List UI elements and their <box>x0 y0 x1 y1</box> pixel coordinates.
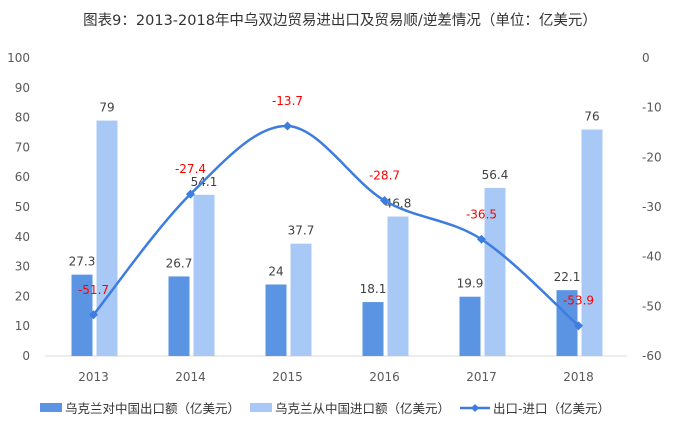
bar-export <box>459 296 481 356</box>
bar-export <box>168 276 190 356</box>
balance-point <box>186 189 195 199</box>
balance-data-label: -27.4 <box>175 162 206 176</box>
bar-data-label: 18.1 <box>360 282 387 296</box>
legend-item-balance: 出口-进口（亿美元） <box>460 398 610 417</box>
bar-export <box>556 290 578 356</box>
x-tick-label: 2014 <box>175 370 206 384</box>
bar-import <box>387 216 409 356</box>
bar-import <box>96 120 118 356</box>
right-tick-label: -10 <box>642 101 662 115</box>
legend-item-imports: 乌克兰从中国进口额（亿美元） <box>250 398 450 417</box>
legend: 乌克兰对中国出口额（亿美元） 乌克兰从中国进口额（亿美元） 出口-进口（亿美元） <box>40 398 610 417</box>
balance-data-label: -13.7 <box>272 94 303 108</box>
bar-import <box>581 129 603 356</box>
left-tick-label: 20 <box>15 289 30 303</box>
legend-item-exports: 乌克兰对中国出口额（亿美元） <box>40 398 240 417</box>
left-tick-label: 90 <box>15 81 30 95</box>
x-tick-label: 2018 <box>563 370 594 384</box>
left-tick-label: 50 <box>15 200 30 214</box>
balance-data-label: -51.7 <box>78 283 109 297</box>
x-tick-label: 2013 <box>78 370 109 384</box>
left-tick-label: 40 <box>15 230 30 244</box>
right-tick-label: -60 <box>642 349 662 363</box>
legend-line-icon <box>460 403 491 412</box>
left-tick-label: 80 <box>15 111 30 125</box>
balance-data-label: -53.9 <box>563 294 594 308</box>
left-tick-label: 70 <box>15 140 30 154</box>
bar-export <box>265 284 287 356</box>
balance-point <box>574 321 583 331</box>
legend-label: 乌克兰对中国出口额（亿美元） <box>65 401 241 416</box>
bar-import <box>290 243 312 356</box>
bar-data-label: 79 <box>99 101 114 115</box>
bar-data-label: 19.9 <box>457 277 484 291</box>
bar-data-label: 56.4 <box>482 168 509 182</box>
right-tick-label: -40 <box>642 250 662 264</box>
balance-point <box>477 234 486 244</box>
bar-data-label: 46.8 <box>385 197 412 211</box>
x-tick-label: 2016 <box>369 370 400 384</box>
left-tick-label: 30 <box>15 260 30 274</box>
right-tick-label: 0 <box>642 51 650 65</box>
bar-import <box>484 187 506 356</box>
bar-export <box>71 274 93 356</box>
balance-line <box>92 124 580 327</box>
right-tick-label: -30 <box>642 200 662 214</box>
left-tick-label: 10 <box>15 319 30 333</box>
bar-data-label: 37.7 <box>288 224 315 238</box>
bar-data-label: 76 <box>584 110 599 124</box>
bar-data-label: 22.1 <box>554 270 581 284</box>
balance-data-label: -36.5 <box>466 207 497 221</box>
balance-point <box>89 310 98 320</box>
bar-data-label: 24 <box>268 264 283 278</box>
legend-label: 出口-进口（亿美元） <box>493 401 611 416</box>
bar-export <box>362 302 384 356</box>
x-tick-label: 2015 <box>272 370 303 384</box>
left-tick-label: 100 <box>7 51 30 65</box>
legend-swatch <box>250 403 273 412</box>
legend-swatch <box>40 403 62 412</box>
legend-label: 乌克兰从中国进口额（亿美元） <box>275 401 451 416</box>
left-tick-label: 60 <box>15 170 30 184</box>
bar-import <box>193 194 215 356</box>
left-tick-label: 0 <box>22 349 30 363</box>
balance-point <box>283 121 292 131</box>
bar-data-label: 26.7 <box>166 256 193 270</box>
balance-data-label: -28.7 <box>369 169 400 183</box>
right-tick-label: -20 <box>642 150 662 164</box>
balance-point <box>380 196 389 206</box>
x-tick-label: 2017 <box>466 370 497 384</box>
chart-title: 图表9：2013-2018年中乌双边贸易进出口及贸易顺/逆差情况（单位：亿美元） <box>83 13 597 29</box>
bar-data-label: 27.3 <box>69 255 96 269</box>
right-tick-label: -50 <box>642 299 662 313</box>
